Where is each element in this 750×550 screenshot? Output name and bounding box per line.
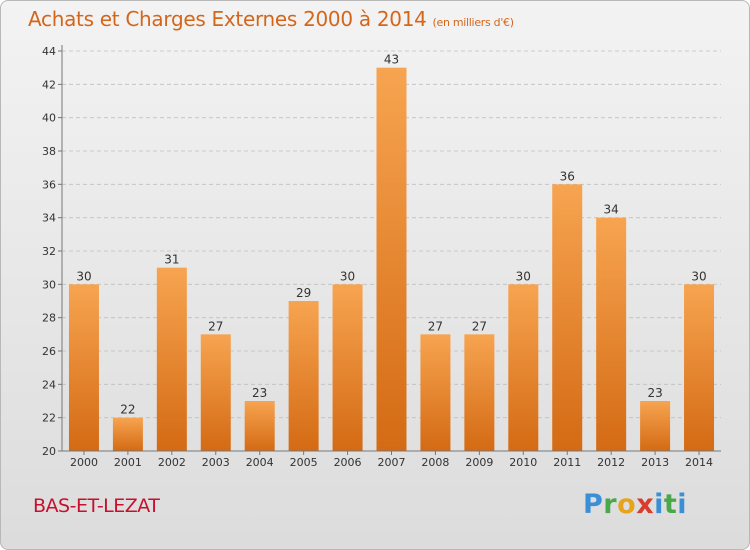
value-label-2005: 29 [296, 286, 311, 300]
bar-2006 [332, 284, 363, 451]
y-tick-label: 34 [42, 212, 56, 225]
x-tick-label-2005: 2005 [290, 456, 318, 469]
x-tick-label-2007: 2007 [378, 456, 406, 469]
value-label-2007: 43 [384, 53, 399, 67]
place-name: BAS-ET-LEZAT [33, 495, 160, 517]
y-tick-label: 30 [42, 278, 56, 291]
y-tick-label: 44 [42, 45, 56, 58]
value-label-2009: 27 [472, 319, 487, 333]
value-label-2003: 27 [208, 319, 223, 333]
value-label-2004: 23 [252, 386, 267, 400]
value-label-2013: 23 [647, 386, 662, 400]
bar-2013 [640, 401, 671, 451]
y-tick-label: 26 [42, 345, 56, 358]
bar-2014 [684, 284, 715, 451]
value-label-2010: 30 [516, 269, 531, 283]
bar-2009 [464, 334, 495, 451]
value-label-2002: 31 [164, 253, 179, 267]
x-tick-label-2001: 2001 [114, 456, 142, 469]
x-tick-label-2004: 2004 [246, 456, 274, 469]
x-tick-label-2013: 2013 [641, 456, 669, 469]
value-label-2006: 30 [340, 269, 355, 283]
bar-2004 [244, 401, 275, 451]
y-tick-label: 28 [42, 312, 56, 325]
bar-2008 [420, 334, 451, 451]
x-tick-label-2000: 2000 [70, 456, 98, 469]
x-tick-label-2003: 2003 [202, 456, 230, 469]
value-label-2008: 27 [428, 319, 443, 333]
value-label-2012: 34 [604, 203, 619, 217]
y-tick-label: 42 [42, 78, 56, 91]
bar-2001 [112, 417, 143, 451]
bar-2007 [376, 67, 407, 452]
y-tick-label: 22 [42, 412, 56, 425]
proxiti-logo[interactable]: Proxiti [583, 489, 688, 520]
x-tick-label-2010: 2010 [509, 456, 537, 469]
y-tick-label: 20 [42, 445, 56, 458]
x-tick-label-2002: 2002 [158, 456, 186, 469]
x-tick-label-2011: 2011 [553, 456, 581, 469]
y-tick-label: 38 [42, 145, 56, 158]
x-tick-label-2008: 2008 [421, 456, 449, 469]
value-label-2011: 36 [560, 169, 575, 183]
x-tick-label-2014: 2014 [685, 456, 713, 469]
bar-2002 [156, 267, 187, 451]
x-tick-label-2012: 2012 [597, 456, 625, 469]
value-label-2001: 22 [120, 403, 135, 417]
y-tick-label: 40 [42, 112, 56, 125]
bar-2003 [200, 334, 231, 451]
bar-2012 [596, 217, 627, 451]
y-tick-label: 32 [42, 245, 56, 258]
y-tick-label: 36 [42, 178, 56, 191]
bar-2000 [68, 284, 99, 451]
y-tick-label: 24 [42, 378, 56, 391]
bar-2005 [288, 301, 319, 451]
x-tick-label-2006: 2006 [334, 456, 362, 469]
bar-2011 [552, 184, 583, 452]
unit-label: (en milliers d'€) [432, 16, 514, 29]
x-tick-label-2009: 2009 [465, 456, 493, 469]
value-label-2014: 30 [691, 269, 706, 283]
chart-title: Achats et Charges Externes 2000 à 2014 (e… [28, 7, 514, 31]
title-text: Achats et Charges Externes 2000 à 2014 [28, 7, 427, 31]
bar-2010 [508, 284, 539, 451]
value-label-2000: 30 [76, 269, 91, 283]
